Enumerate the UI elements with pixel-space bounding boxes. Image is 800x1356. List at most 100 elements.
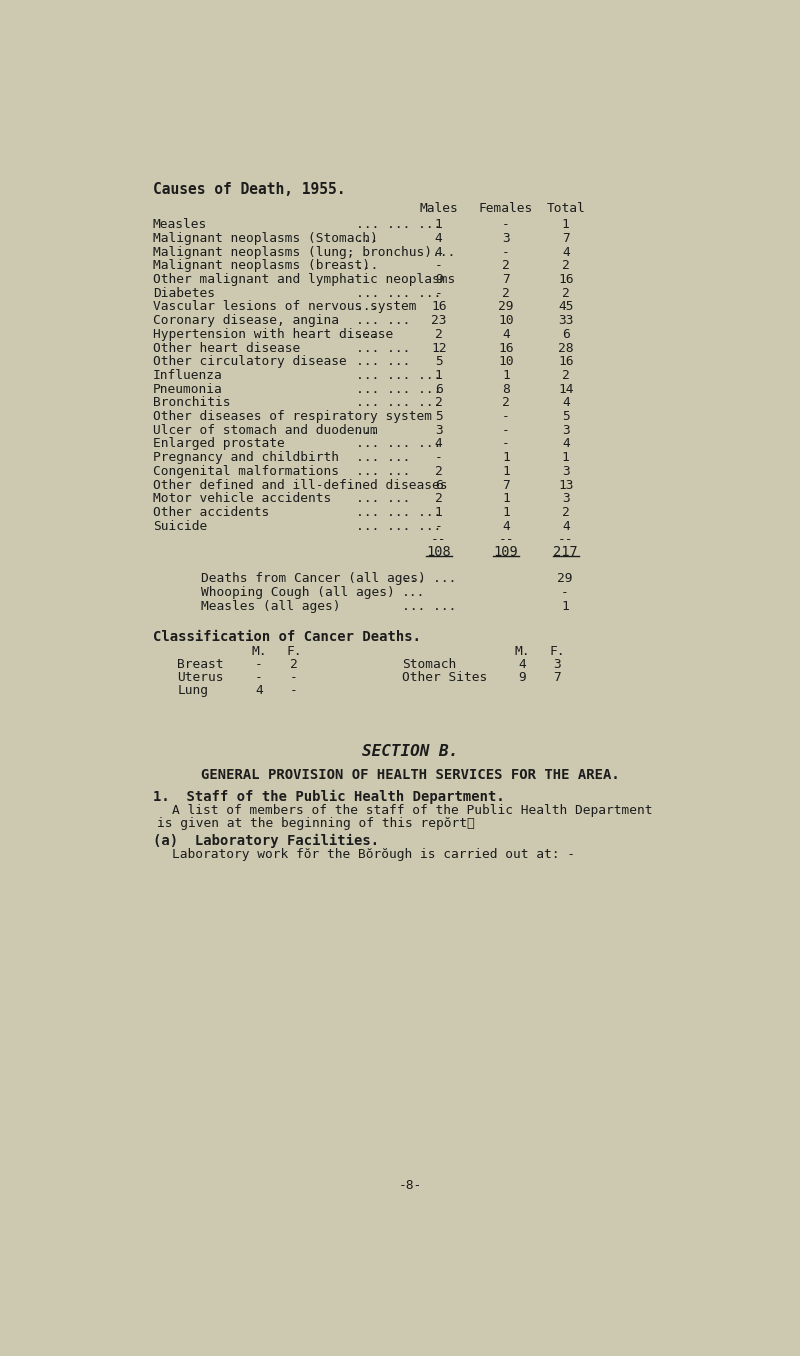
Text: 13: 13 [558, 479, 574, 492]
Text: 1: 1 [502, 506, 510, 519]
Text: Total: Total [546, 202, 585, 216]
Text: 5: 5 [435, 355, 442, 369]
Text: 33: 33 [558, 315, 574, 327]
Text: 7: 7 [554, 671, 561, 685]
Text: -: - [561, 586, 569, 599]
Text: Vascular lesions of nervous system: Vascular lesions of nervous system [153, 301, 416, 313]
Text: Diabetes: Diabetes [153, 286, 214, 300]
Text: 16: 16 [431, 301, 446, 313]
Text: ... ...: ... ... [356, 465, 410, 477]
Text: -8-: -8- [398, 1180, 422, 1192]
Text: 16: 16 [498, 342, 514, 354]
Text: ... ...: ... ... [356, 492, 410, 506]
Text: 7: 7 [562, 232, 570, 245]
Text: -: - [502, 424, 510, 437]
Text: 4: 4 [435, 232, 442, 245]
Text: Measles: Measles [153, 218, 207, 231]
Text: Malignant neoplasms (lung; bronchus)...: Malignant neoplasms (lung; bronchus)... [153, 245, 455, 259]
Text: 2: 2 [502, 286, 510, 300]
Text: 2: 2 [502, 259, 510, 273]
Text: 4: 4 [435, 438, 442, 450]
Text: Ulcer of stomach and duodenum: Ulcer of stomach and duodenum [153, 424, 378, 437]
Text: 28: 28 [558, 342, 574, 354]
Text: Malignant neoplasms (breast): Malignant neoplasms (breast) [153, 259, 370, 273]
Text: Laboratory work fŏr the Bŏrŏugh is carried out at: -: Laboratory work fŏr the Bŏrŏugh is carri… [172, 849, 575, 861]
Text: Females: Females [479, 202, 534, 216]
Text: 3: 3 [554, 658, 561, 671]
Text: Malignant neoplasms (Stomach): Malignant neoplasms (Stomach) [153, 232, 378, 245]
Text: 2: 2 [435, 396, 442, 410]
Text: ... ...: ... ... [402, 599, 457, 613]
Text: Other heart disease: Other heart disease [153, 342, 300, 354]
Text: M.: M. [514, 645, 530, 658]
Text: M.: M. [251, 645, 266, 658]
Text: 9: 9 [518, 671, 526, 685]
Text: 1: 1 [502, 492, 510, 506]
Text: Other accidents: Other accidents [153, 506, 269, 519]
Text: (a)  Laboratory Facilities.: (a) Laboratory Facilities. [153, 834, 379, 848]
Text: 5: 5 [562, 410, 570, 423]
Text: Pregnancy and childbirth: Pregnancy and childbirth [153, 452, 338, 464]
Text: 7: 7 [502, 273, 510, 286]
Text: 45: 45 [558, 301, 574, 313]
Text: --: -- [558, 533, 574, 545]
Text: 2: 2 [562, 259, 570, 273]
Text: Deaths from Cancer (all ages): Deaths from Cancer (all ages) [201, 572, 426, 584]
Text: SECTION B.: SECTION B. [362, 743, 458, 758]
Text: 1: 1 [435, 218, 442, 231]
Text: -: - [435, 259, 442, 273]
Text: 217: 217 [554, 545, 578, 559]
Text: -: - [290, 685, 298, 697]
Text: 2: 2 [435, 328, 442, 340]
Text: 4: 4 [518, 658, 526, 671]
Text: ... ... ...: ... ... ... [356, 396, 441, 410]
Text: ...: ... [356, 301, 379, 313]
Text: ... ... ...: ... ... ... [356, 218, 441, 231]
Text: --: -- [431, 533, 446, 545]
Text: 1: 1 [561, 599, 569, 613]
Text: ... ... ...: ... ... ... [356, 382, 441, 396]
Text: ... ...: ... ... [356, 342, 410, 354]
Text: ... ... ...: ... ... ... [356, 369, 441, 382]
Text: Measles (all ages): Measles (all ages) [201, 599, 340, 613]
Text: 23: 23 [431, 315, 446, 327]
Text: 5: 5 [435, 410, 442, 423]
Text: 108: 108 [426, 545, 451, 559]
Text: 2: 2 [562, 506, 570, 519]
Text: Breast: Breast [178, 658, 224, 671]
Text: ... ...: ... ... [356, 452, 410, 464]
Text: -: - [435, 519, 442, 533]
Text: 6: 6 [562, 328, 570, 340]
Text: 1: 1 [502, 465, 510, 477]
Text: ...: ... [356, 424, 379, 437]
Text: ... ... ...: ... ... ... [356, 506, 441, 519]
Text: 2: 2 [562, 369, 570, 382]
Text: 4: 4 [502, 328, 510, 340]
Text: 4: 4 [562, 245, 570, 259]
Text: 4: 4 [562, 396, 570, 410]
Text: 14: 14 [558, 382, 574, 396]
Text: 3: 3 [562, 492, 570, 506]
Text: 7: 7 [502, 479, 510, 492]
Text: Congenital malformations: Congenital malformations [153, 465, 338, 477]
Text: 6: 6 [435, 382, 442, 396]
Text: -: - [435, 452, 442, 464]
Text: 1.  Staff of the Public Health Department.: 1. Staff of the Public Health Department… [153, 789, 505, 804]
Text: 4: 4 [255, 685, 262, 697]
Text: ... ...: ... ... [402, 572, 457, 584]
Text: 1: 1 [435, 369, 442, 382]
Text: ...: ... [402, 586, 426, 599]
Text: 2: 2 [562, 286, 570, 300]
Text: ...: ... [356, 232, 379, 245]
Text: Other diseases of respiratory system: Other diseases of respiratory system [153, 410, 432, 423]
Text: Other Sites: Other Sites [402, 671, 487, 685]
Text: Other defined and ill-defined diseases: Other defined and ill-defined diseases [153, 479, 447, 492]
Text: Causes of Death, 1955.: Causes of Death, 1955. [153, 182, 346, 197]
Text: Whooping Cough (all ages): Whooping Cough (all ages) [201, 586, 394, 599]
Text: F.: F. [286, 645, 302, 658]
Text: ... ... ...: ... ... ... [356, 286, 441, 300]
Text: 16: 16 [558, 355, 574, 369]
Text: Stomach: Stomach [402, 658, 457, 671]
Text: Other circulatory disease: Other circulatory disease [153, 355, 346, 369]
Text: 4: 4 [502, 519, 510, 533]
